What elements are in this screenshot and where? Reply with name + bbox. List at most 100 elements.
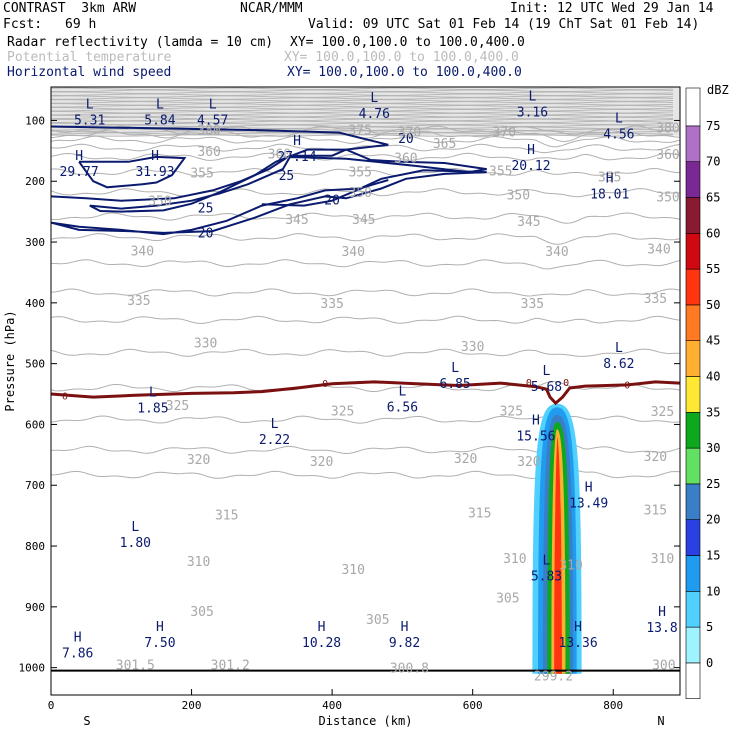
wind-min-value: 5.31: [74, 113, 105, 128]
wind-max-value: 13.49: [569, 496, 608, 511]
wind-max-value: 7.50: [144, 636, 175, 651]
theta-label: 340: [647, 243, 670, 258]
theta-contour-350: [51, 188, 680, 198]
x-tick-label: 200: [182, 699, 202, 712]
theta-dense-line: [51, 89, 674, 92]
wind-min-value: 1.85: [137, 402, 168, 417]
wind-contour-label: 25: [279, 169, 295, 184]
theta-label: 380: [197, 124, 220, 139]
wind-max-letter: H: [401, 620, 409, 635]
theta-label: 325: [166, 399, 189, 414]
wind-min-letter: L: [86, 97, 94, 112]
theta-dense-line: [51, 93, 674, 96]
theta-label: 335: [320, 297, 343, 312]
theta-dense-line: [51, 130, 674, 133]
wind-max-letter: H: [156, 620, 164, 635]
wind-max-value: 18.01: [590, 187, 629, 202]
theta-label: 310: [341, 563, 364, 578]
wind-max-letter: H: [574, 620, 582, 635]
colorbar-tick-label: 45: [706, 334, 720, 348]
theta-label: 350: [656, 190, 679, 205]
freezing-level-label: 0: [62, 391, 68, 402]
theta-label: 360: [197, 145, 220, 160]
theta-dense-line: [51, 103, 674, 106]
y-tick-label: 500: [25, 358, 45, 371]
wind-contour-20: [261, 179, 389, 207]
wind-max-value: 29.77: [60, 165, 99, 180]
theta-contour-325: [51, 315, 680, 324]
wind-min-value: 5.68: [531, 380, 562, 395]
wind-max-value: 13.36: [559, 636, 598, 651]
colorbar-tick-label: 5: [706, 620, 713, 634]
wind-min-value: 4.57: [197, 113, 228, 128]
wind-min-letter: L: [398, 384, 406, 399]
x-tick-label: 400: [322, 699, 342, 712]
theta-dense-line: [51, 110, 674, 114]
theta-label: 360: [268, 147, 291, 162]
wind-max-letter: H: [151, 149, 159, 164]
y-tick-label: 900: [25, 601, 45, 614]
wind-min-value: 6.56: [387, 400, 418, 415]
valid-time: Valid: 09 UTC Sat 01 Feb 14 (19 ChT Sat …: [308, 17, 700, 32]
theta-dense-line: [51, 134, 674, 137]
theta-label: 330: [461, 340, 484, 355]
freezing-level-label: 0: [563, 378, 569, 389]
wind-max-letter: H: [318, 620, 326, 635]
colorbar-box: [685, 340, 701, 377]
theta-dense-line: [51, 99, 674, 102]
y-tick-label: 300: [25, 236, 45, 249]
wind-min-letter: L: [528, 89, 536, 104]
theta-label: 335: [521, 297, 544, 312]
y-tick-label: 1000: [19, 662, 46, 675]
wind-min-letter: L: [615, 341, 623, 356]
colorbar-tick-label: 55: [706, 262, 720, 276]
fcst-label: Fcst:: [3, 17, 43, 32]
wind-max-letter: H: [606, 171, 614, 186]
theta-label: 335: [644, 292, 667, 307]
colorbar-box: [685, 161, 701, 198]
wind-max-value: 20.12: [511, 159, 550, 174]
wind-max-value: 10.28: [302, 636, 341, 651]
wind-contour-label: 20: [324, 193, 340, 208]
fcst-value: 69 h: [65, 17, 97, 32]
theta-label: 350: [148, 195, 171, 210]
wind-max-letter: H: [293, 134, 301, 149]
theta-label: 365: [433, 137, 456, 152]
x-tick-label: 0: [48, 699, 55, 712]
field-wind-name: Horizontal wind speed: [7, 65, 172, 80]
theta-label: 345: [352, 213, 375, 228]
wind-max-value: 15.56: [516, 429, 555, 444]
colorbar-tick-label: 50: [706, 298, 720, 312]
theta-contour-305: [51, 443, 680, 455]
theta-dense-line: [51, 132, 674, 135]
field-reflectivity-xy: XY= 100.0,100.0 to 100.0,400.0: [290, 35, 525, 50]
wind-max-letter: H: [532, 413, 540, 428]
theta-label: 325: [500, 404, 523, 419]
wind-contour-label: 20: [398, 132, 414, 147]
colorbar-tick-label: 0: [706, 656, 713, 670]
wind-min-letter: L: [131, 520, 139, 535]
wind-max-letter: H: [74, 631, 82, 646]
theta-label: 340: [341, 245, 364, 260]
theta-label: 301.5: [116, 659, 155, 674]
wind-min-value: 5.84: [144, 113, 175, 128]
wind-min-value: 3.16: [517, 105, 548, 120]
colorbar-tick-label: 20: [706, 513, 720, 527]
theta-contour-360: [51, 152, 680, 161]
wind-min-value: 6.85: [439, 377, 470, 392]
colorbar-tick-label: 25: [706, 477, 720, 491]
theta-contour-355: [51, 167, 680, 177]
field-reflectivity-name: Radar reflectivity (lamda = 10 cm): [7, 35, 274, 50]
wind-max-letter: H: [658, 605, 666, 620]
colorbar-box: [685, 483, 701, 520]
theta-contour-330: [51, 288, 680, 297]
colorbar-tick-label: 15: [706, 549, 720, 563]
wind-contour-20: [51, 169, 487, 236]
theta-label: 360: [656, 148, 679, 163]
theta-label: 340: [131, 245, 154, 260]
colorbar-tick-label: 75: [706, 119, 720, 133]
x-tick-label: 800: [603, 699, 623, 712]
theta-dense-line: [51, 109, 674, 112]
theta-label: 310: [651, 552, 674, 567]
y-axis-label: Pressure (hPa): [3, 310, 17, 411]
